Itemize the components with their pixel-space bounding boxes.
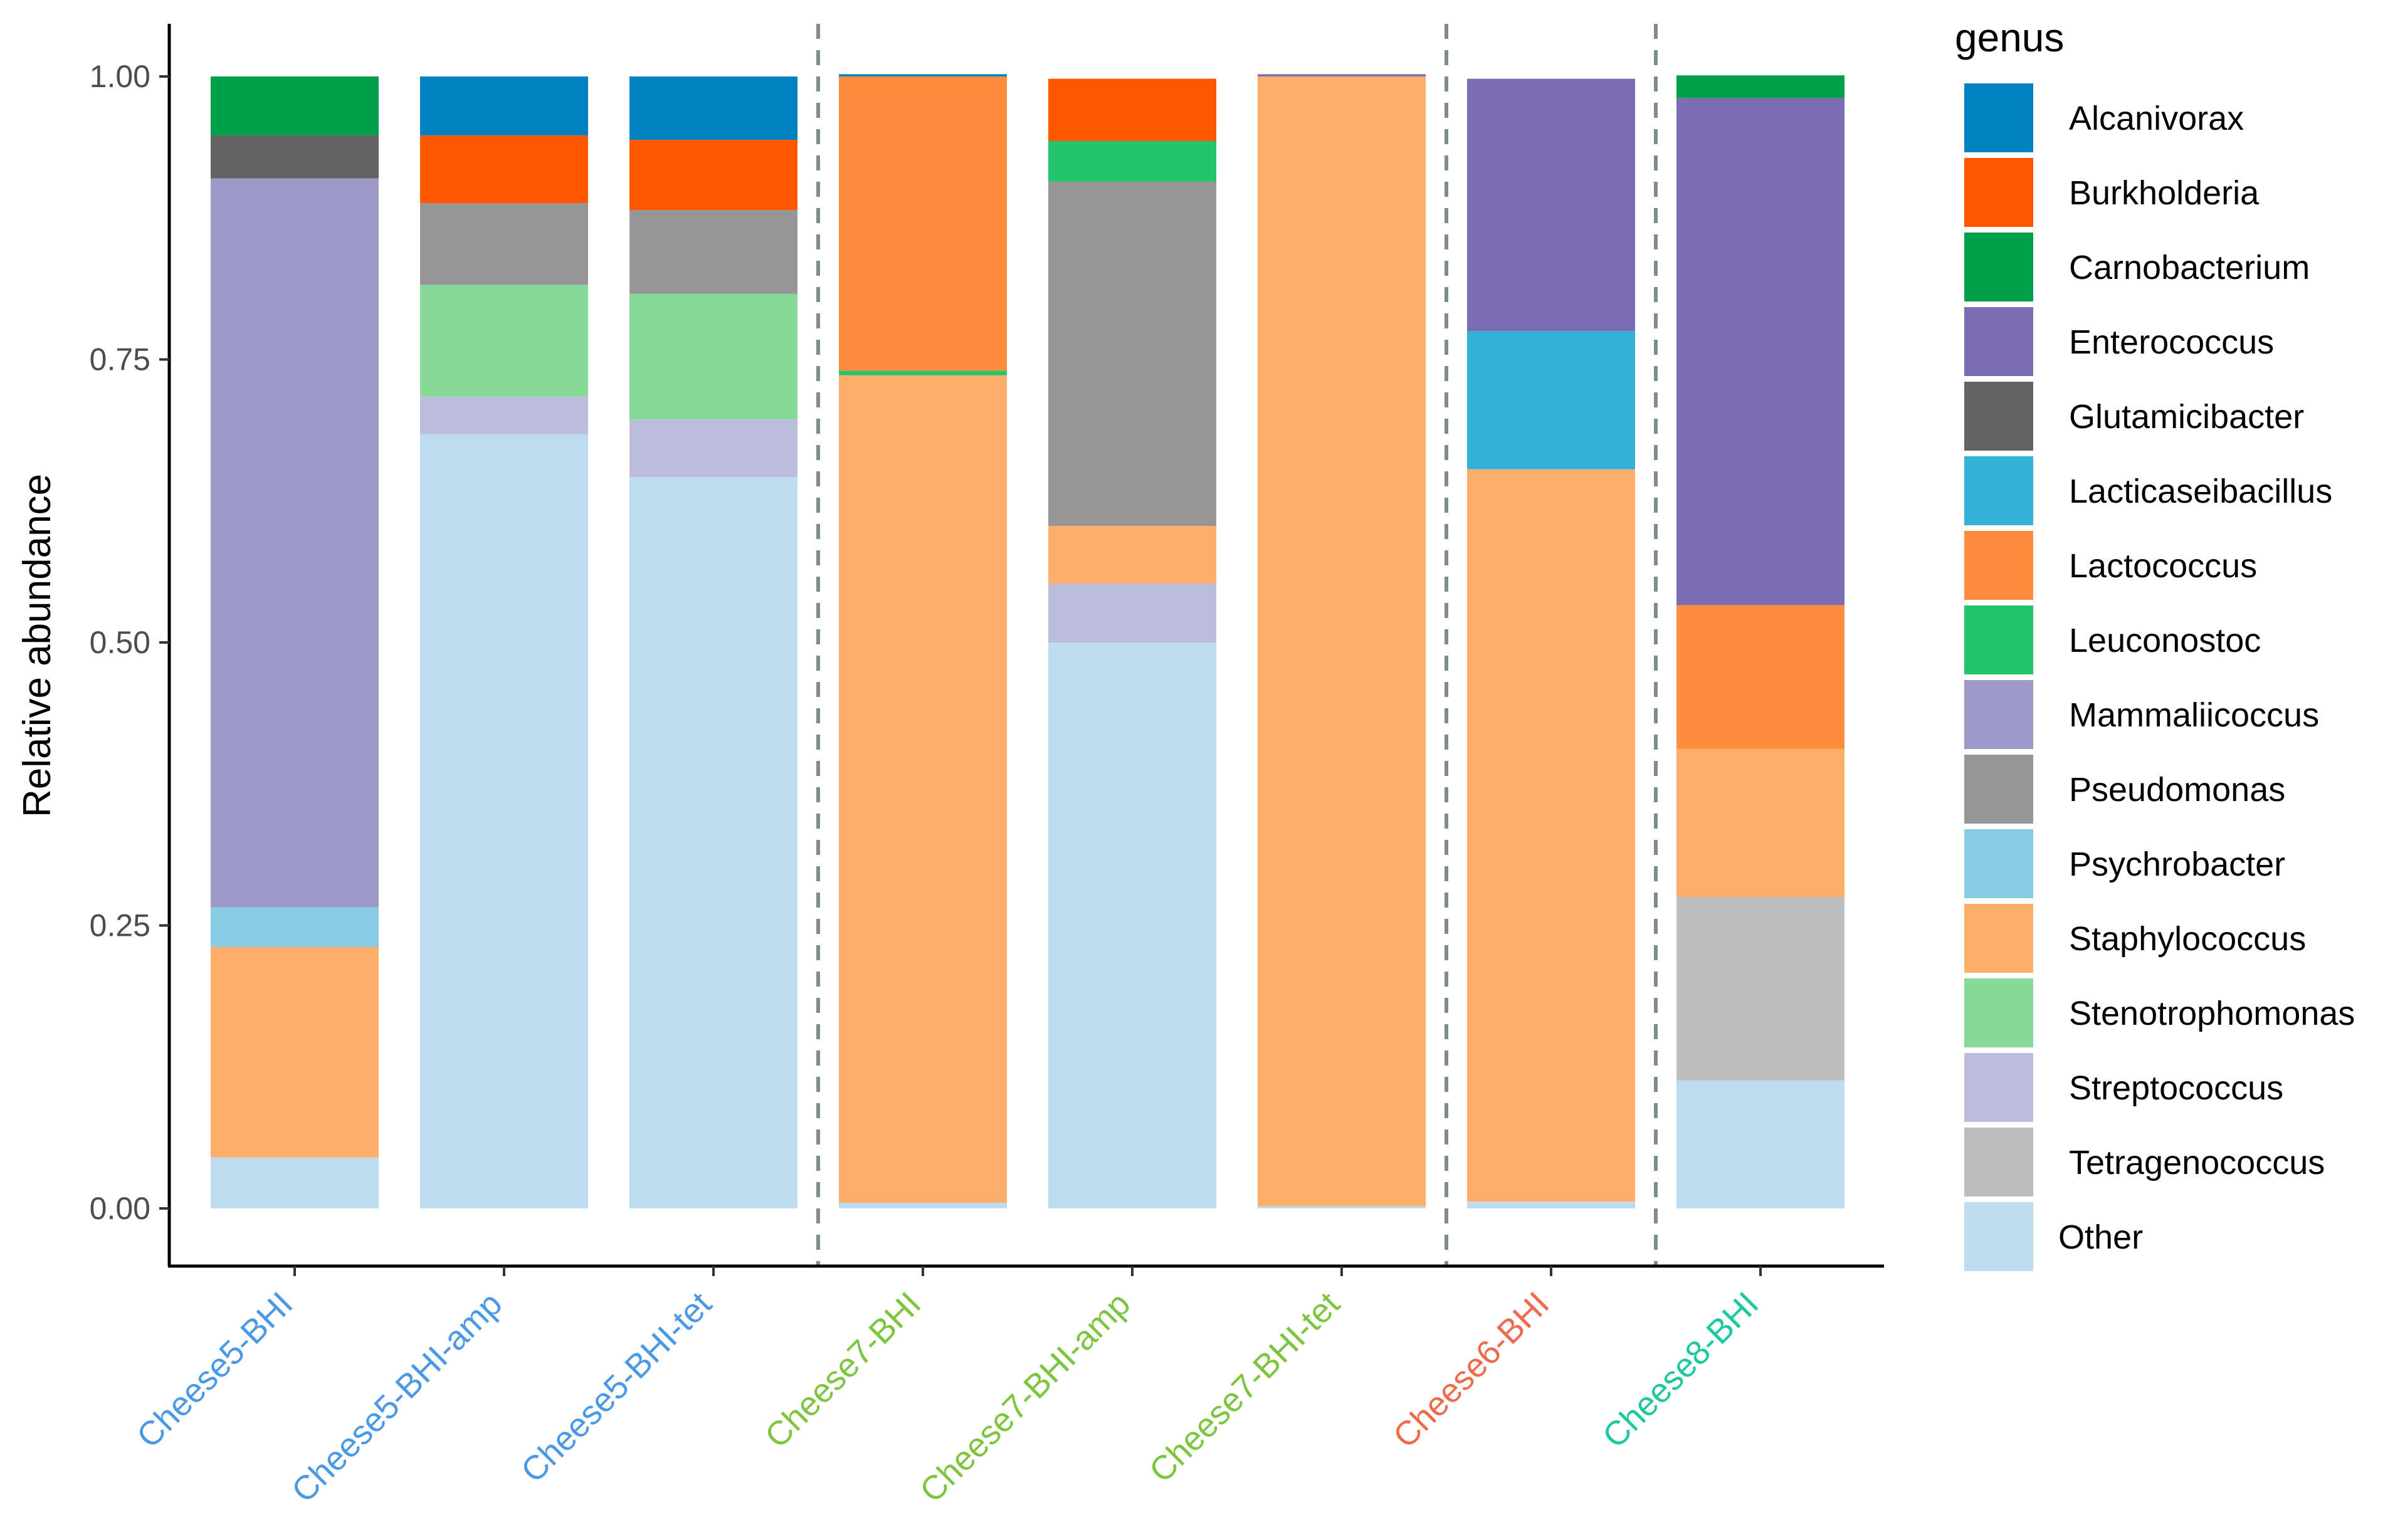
legend: genus Alcanivorax Burkholderia Carnobacter…	[1955, 15, 2355, 1271]
bar-segment-cheese5-bhi-tet-other	[629, 477, 797, 1208]
legend-key-pseudomonas	[1964, 755, 2033, 824]
bar-segment-cheese7-bhi-alcanivorax	[839, 74, 1007, 76]
legend-label-mammaliicoccus: Mammaliicoccus	[2069, 696, 2319, 734]
bar-segment-cheese5-bhi-tet-pseudomonas	[629, 210, 797, 294]
bar-segment-cheese5-bhi-amp-pseudomonas	[420, 203, 588, 285]
legend-key-tetragenococcus	[1964, 1128, 2033, 1197]
legend-key-staphylococcus	[1964, 904, 2033, 973]
bar-segment-cheese7-bhi-amp-other	[1048, 642, 1216, 1208]
legend-key-carnobacterium	[1964, 233, 2033, 301]
bar-segment-cheese8-bhi-enterococcus	[1676, 98, 1845, 605]
legend-label-carnobacterium: Carnobacterium	[2069, 249, 2310, 286]
bar-segment-cheese6-bhi-other	[1467, 1202, 1635, 1208]
bar-segment-cheese7-bhi-staphylococcus	[839, 375, 1007, 1203]
bar-segment-cheese5-bhi-tet-burkholderia	[629, 140, 797, 211]
legend-key-leuconostoc	[1964, 605, 2033, 674]
bar-segment-cheese7-bhi-amp-burkholderia	[1048, 78, 1216, 141]
bar-segment-cheese5-bhi-carnobacterium	[211, 76, 379, 135]
bar-segment-cheese5-bhi-amp-alcanivorax	[420, 76, 588, 135]
bar-segment-cheese7-bhi-tet-other	[1258, 1206, 1426, 1208]
legend-key-enterococcus	[1964, 307, 2033, 376]
bar-segment-cheese5-bhi-other	[211, 1157, 379, 1208]
bar-segment-cheese5-bhi-tet-stenotrophomonas	[629, 293, 797, 420]
bar-segment-cheese8-bhi-staphylococcus	[1676, 748, 1845, 898]
legend-label-staphylococcus: Staphylococcus	[2069, 920, 2306, 958]
legend-title: genus	[1955, 15, 2064, 60]
legend-key-psychrobacter	[1964, 829, 2033, 898]
bar-segment-cheese7-bhi-tet-staphylococcus	[1258, 76, 1426, 1207]
legend-key-burkholderia	[1964, 158, 2033, 227]
legend-label-lacticaseibacillus: Lacticaseibacillus	[2069, 473, 2332, 510]
bar-segment-cheese7-bhi-lactococcus	[839, 76, 1007, 371]
bar-segment-cheese6-bhi-enterococcus	[1467, 78, 1635, 332]
bar-segment-cheese5-bhi-glutamicibacter	[211, 135, 379, 179]
legend-key-stenotrophomonas	[1964, 978, 2033, 1047]
legend-label-stenotrophomonas: Stenotrophomonas	[2069, 995, 2355, 1032]
bar-segment-cheese5-bhi-amp-stenotrophomonas	[420, 285, 588, 397]
legend-key-glutamicibacter	[1964, 382, 2033, 451]
legend-label-alcanivorax: Alcanivorax	[2069, 100, 2244, 137]
bar-segment-cheese5-bhi-tet-streptococcus	[629, 419, 797, 478]
legend-label-glutamicibacter: Glutamicibacter	[2069, 398, 2304, 436]
legend-key-lactococcus	[1964, 531, 2033, 600]
bar-segment-cheese7-bhi-leuconostoc	[839, 370, 1007, 375]
bar-segment-cheese8-bhi-other	[1676, 1080, 1845, 1208]
legend-key-other	[1964, 1202, 2033, 1271]
legend-label-pseudomonas: Pseudomonas	[2069, 771, 2285, 809]
legend-label-burkholderia: Burkholderia	[2069, 174, 2260, 212]
bar-segment-cheese8-bhi-carnobacterium	[1676, 75, 1845, 98]
bars-layer	[211, 74, 1845, 1208]
y-tick-label: 0.25	[90, 908, 150, 943]
bar-segment-cheese7-bhi-amp-streptococcus	[1048, 584, 1216, 642]
bar-segment-cheese7-bhi-amp-staphylococcus	[1048, 525, 1216, 584]
bar-segment-cheese8-bhi-tetragenococcus	[1676, 897, 1845, 1081]
bar-segment-cheese6-bhi-staphylococcus	[1467, 469, 1635, 1202]
bar-segment-cheese8-bhi-lactococcus	[1676, 605, 1845, 749]
bar-segment-cheese7-bhi-amp-pseudomonas	[1048, 181, 1216, 526]
legend-key-lacticaseibacillus	[1964, 456, 2033, 525]
legend-key-alcanivorax	[1964, 83, 2033, 152]
bar-segment-cheese7-bhi-tet-enterococcus	[1258, 74, 1426, 76]
bar-segment-cheese5-bhi-amp-other	[420, 434, 588, 1208]
legend-label-tetragenococcus: Tetragenococcus	[2069, 1144, 2325, 1181]
legend-label-lactococcus: Lactococcus	[2069, 547, 2257, 585]
legend-label-other: Other	[2058, 1218, 2143, 1256]
legend-label-psychrobacter: Psychrobacter	[2069, 846, 2285, 883]
legend-label-streptococcus: Streptococcus	[2069, 1069, 2283, 1107]
legend-key-mammaliicoccus	[1964, 680, 2033, 749]
y-tick-label: 1.00	[90, 59, 150, 94]
y-tick-label: 0.00	[90, 1191, 150, 1226]
group-separators	[816, 24, 1658, 1266]
bar-segment-cheese5-bhi-amp-streptococcus	[420, 397, 588, 434]
bar-segment-cheese6-bhi-lacticaseibacillus	[1467, 331, 1635, 469]
bar-segment-cheese5-bhi-tet-alcanivorax	[629, 76, 797, 140]
bar-segment-cheese7-bhi-other	[839, 1202, 1007, 1208]
y-tick-label: 0.75	[90, 342, 150, 377]
y-axis-title: Relative abundance	[16, 474, 59, 817]
bar-segment-cheese5-bhi-staphylococcus	[211, 946, 379, 1158]
bar-segment-cheese7-bhi-amp-leuconostoc	[1048, 140, 1216, 182]
y-tick-label: 0.50	[90, 625, 150, 660]
bar-segment-cheese5-bhi-amp-burkholderia	[420, 135, 588, 204]
bar-segment-cheese5-bhi-psychrobacter	[211, 907, 379, 947]
legend-label-enterococcus: Enterococcus	[2069, 323, 2274, 361]
legend-label-leuconostoc: Leuconostoc	[2069, 622, 2261, 659]
legend-key-streptococcus	[1964, 1053, 2033, 1122]
bar-segment-cheese5-bhi-mammaliicoccus	[211, 178, 379, 908]
